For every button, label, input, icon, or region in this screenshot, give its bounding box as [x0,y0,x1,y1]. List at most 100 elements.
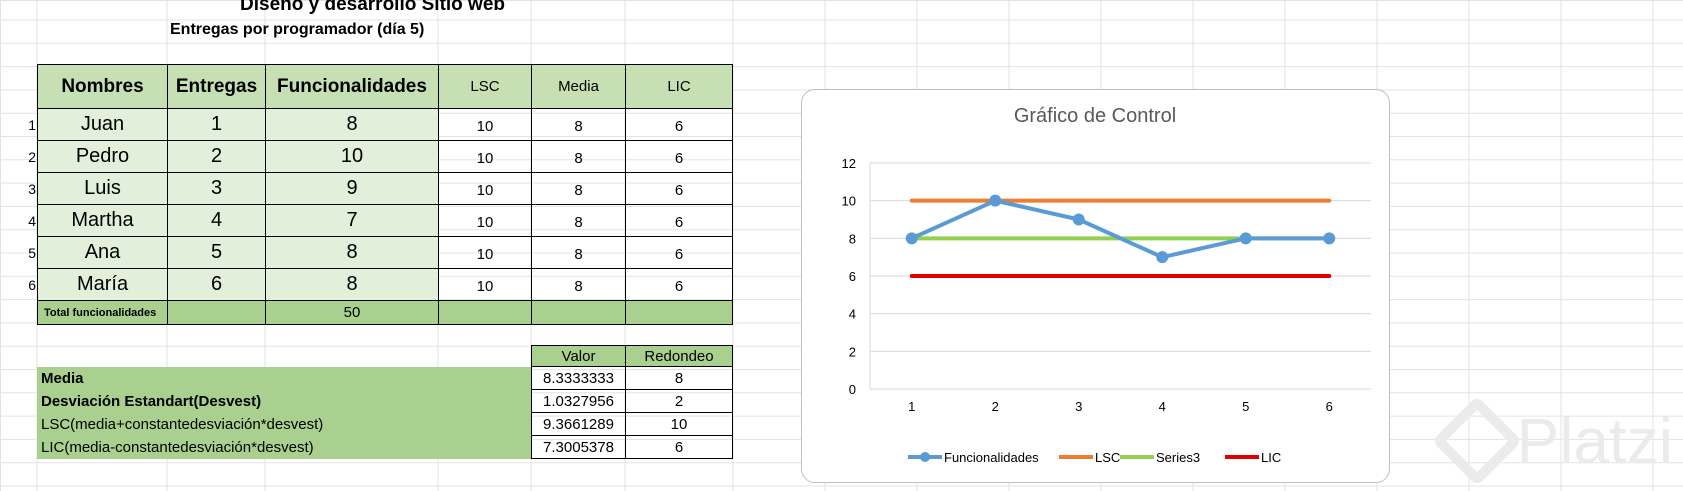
row-number: 5 [28,245,36,261]
cell-media[interactable]: 8 [531,173,625,205]
y-tick-label: 2 [849,344,856,359]
header-lic[interactable]: LIC [625,64,733,109]
header-media[interactable]: Media [531,64,625,109]
stat-redondeo[interactable]: 6 [625,436,733,459]
stat-redondeo[interactable]: 8 [625,367,733,390]
legend-label-funcionalidades: Funcionalidades [944,450,1039,465]
stat-valor[interactable]: 9.3661289 [531,413,625,436]
x-tick-label: 4 [1159,399,1166,414]
total-empty-lic[interactable] [625,301,733,325]
y-tick-label: 10 [842,194,856,209]
data-point-funcionalidades [989,194,1002,207]
cell-funcionalidades[interactable]: 7 [265,205,438,237]
y-tick-label: 12 [842,156,856,171]
cell-lic[interactable]: 6 [625,173,733,205]
x-tick-label: 6 [1326,399,1333,414]
cell-nombre[interactable]: Juan [37,109,167,141]
cell-lsc[interactable]: 10 [438,173,531,205]
platzi-watermark: Platzi [1393,391,1683,491]
legend-label-series3: Series3 [1156,450,1200,465]
cell-lsc[interactable]: 10 [438,237,531,269]
chart-title: Gráfico de Control [1014,105,1176,127]
header-lsc[interactable]: LSC [438,64,531,109]
cell-lic[interactable]: 6 [625,269,733,301]
cell-entregas[interactable]: 3 [167,173,265,205]
cell-lsc[interactable]: 10 [438,205,531,237]
total-label[interactable]: Total funcionalidades [37,301,167,325]
stat-label[interactable]: Media [37,367,531,390]
cell-media[interactable]: 8 [531,205,625,237]
cell-lic[interactable]: 6 [625,109,733,141]
cell-entregas[interactable]: 6 [167,269,265,301]
cell-nombre[interactable]: Ana [37,237,167,269]
cell-media[interactable]: 8 [531,237,625,269]
sheet-title: Diseño y desarrollo Sitio web [240,0,506,15]
row-number: 2 [28,149,36,165]
header-nombres[interactable]: Nombres [37,64,167,109]
data-point-funcionalidades [1239,232,1252,245]
x-tick-label: 2 [992,399,999,414]
series-line-funcionalidades [909,198,1332,260]
header-valor[interactable]: Valor [531,345,625,367]
y-tick-label: 6 [849,269,856,284]
total-empty-entregas[interactable] [167,301,265,325]
cell-funcionalidades[interactable]: 8 [265,237,438,269]
stat-valor[interactable]: 7.3005378 [531,436,625,459]
data-point-funcionalidades [905,232,918,245]
data-point-funcionalidades [1323,232,1336,245]
stat-label[interactable]: Desviación Estandart(Desvest) [37,390,531,413]
row-number: 3 [28,181,36,197]
cell-funcionalidades[interactable]: 9 [265,173,438,205]
total-value[interactable]: 50 [265,301,438,325]
cell-nombre[interactable]: Pedro [37,141,167,173]
header-funcionalidades[interactable]: Funcionalidades [265,64,438,109]
stat-label[interactable]: LIC(media-constantedesviación*desvest) [37,436,531,459]
cell-lic[interactable]: 6 [625,205,733,237]
total-empty-lsc[interactable] [438,301,531,325]
cell-entregas[interactable]: 4 [167,205,265,237]
cell-nombre[interactable]: Luis [37,173,167,205]
cell-media[interactable]: 8 [531,109,625,141]
cell-entregas[interactable]: 1 [167,109,265,141]
platzi-logo-icon [1431,395,1522,487]
cell-lsc[interactable]: 10 [438,141,531,173]
row-number: 6 [28,277,36,293]
cell-lic[interactable]: 6 [625,141,733,173]
stat-valor[interactable]: 1.0327956 [531,390,625,413]
y-tick-label: 4 [849,307,856,322]
stat-redondeo[interactable]: 2 [625,390,733,413]
header-entregas[interactable]: Entregas [167,64,265,109]
cell-funcionalidades[interactable]: 10 [265,141,438,173]
watermark-text: Platzi [1516,405,1674,477]
cell-entregas[interactable]: 5 [167,237,265,269]
row-number: 4 [28,213,36,229]
y-tick-label: 0 [849,382,856,397]
row-number: 1 [28,117,36,133]
legend-label-lic: LIC [1261,450,1281,465]
stat-redondeo[interactable]: 10 [625,413,733,436]
cell-media[interactable]: 8 [531,269,625,301]
x-tick-label: 1 [908,399,915,414]
cell-funcionalidades[interactable]: 8 [265,269,438,301]
cell-funcionalidades[interactable]: 8 [265,109,438,141]
stat-label[interactable]: LSC(media+constantedesviación*desvest) [37,413,531,436]
legend-marker-funcionalidades [920,452,930,462]
cell-nombre[interactable]: María [37,269,167,301]
y-tick-label: 8 [849,231,856,246]
x-tick-label: 3 [1075,399,1082,414]
cell-nombre[interactable]: Martha [37,205,167,237]
cell-media[interactable]: 8 [531,141,625,173]
sheet-subtitle: Entregas por programador (día 5) [170,21,425,38]
cell-entregas[interactable]: 2 [167,141,265,173]
cell-lsc[interactable]: 10 [438,109,531,141]
total-empty-media[interactable] [531,301,625,325]
control-chart[interactable]: Gráfico de Control 0 2 4 6 8 10 12 1 2 3 4 5 6 Funcion… [801,89,1390,483]
x-tick-label: 5 [1242,399,1249,414]
cell-lsc[interactable]: 10 [438,269,531,301]
stat-valor[interactable]: 8.3333333 [531,367,625,390]
data-point-funcionalidades [1072,213,1085,226]
legend-label-lsc: LSC [1095,450,1120,465]
cell-lic[interactable]: 6 [625,237,733,269]
header-redondeo[interactable]: Redondeo [625,345,733,367]
